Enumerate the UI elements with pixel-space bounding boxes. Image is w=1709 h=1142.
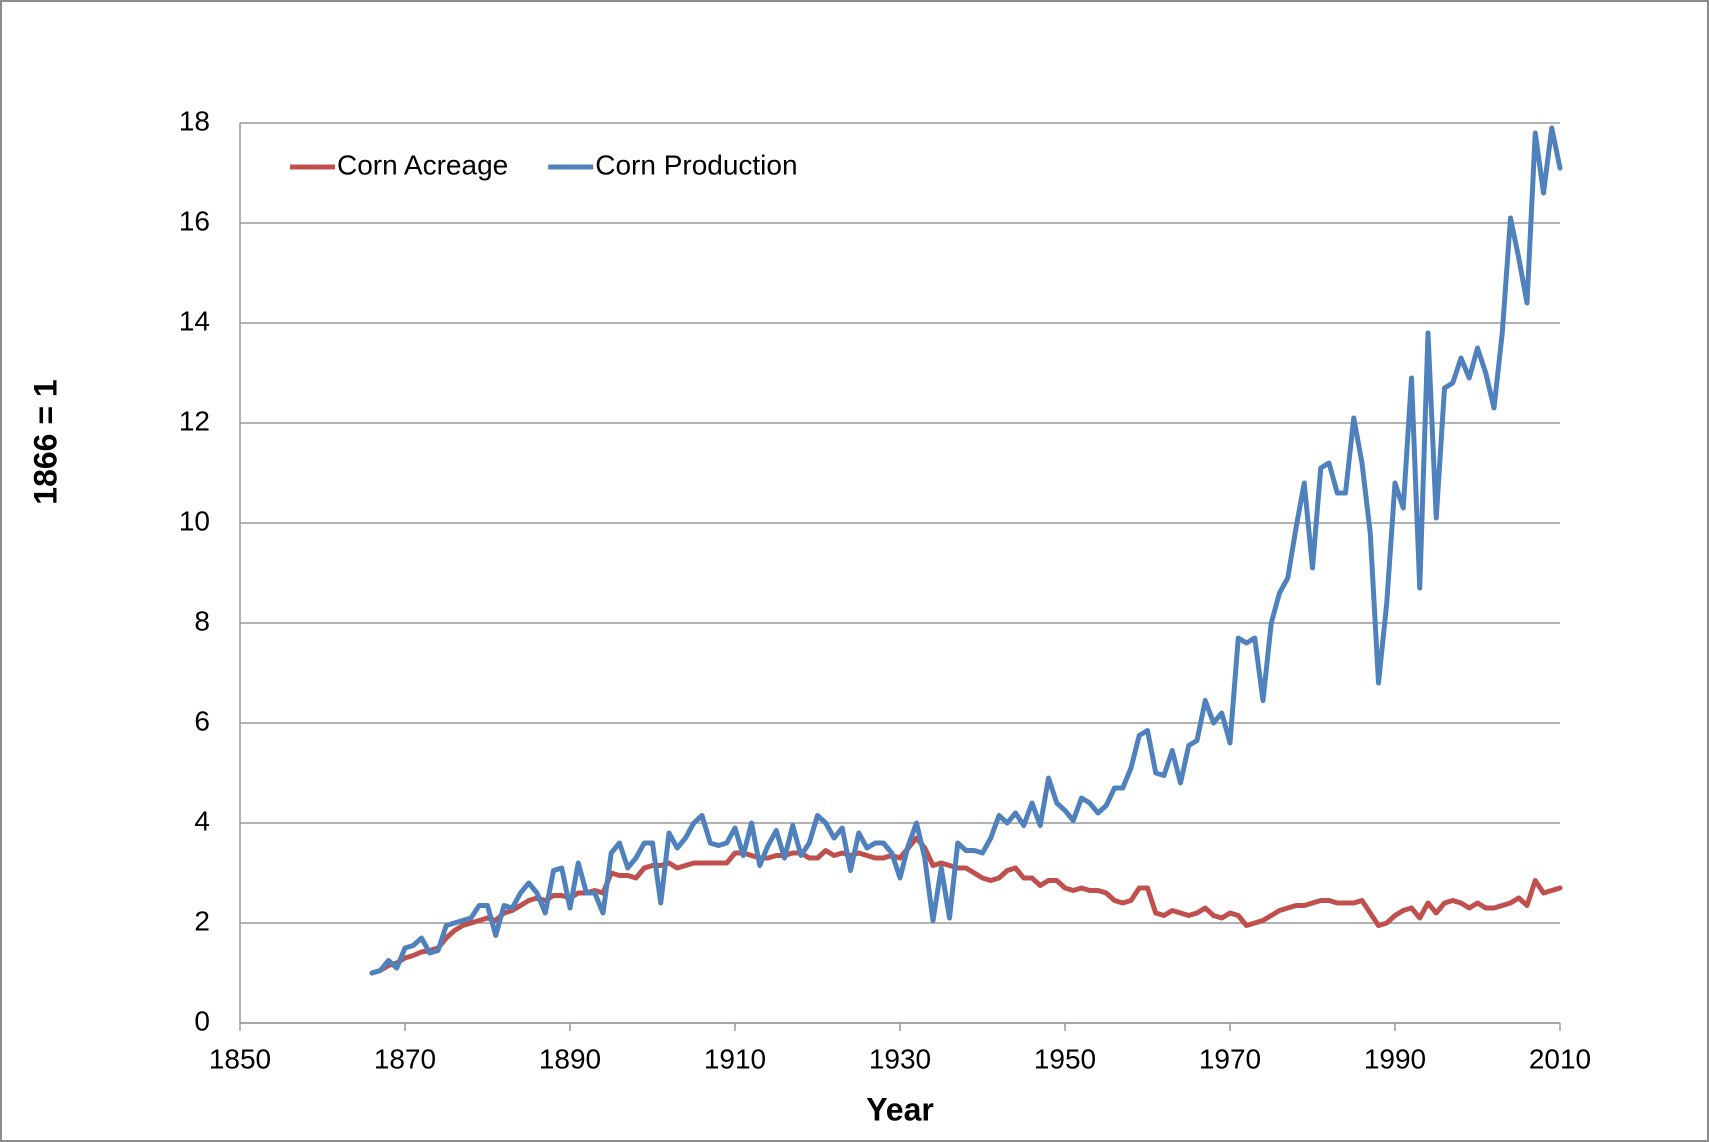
x-tick-label: 1910 (704, 1043, 766, 1074)
x-tick-label: 1970 (1199, 1043, 1261, 1074)
y-tick-label: 2 (194, 905, 210, 936)
x-tick-label: 1930 (869, 1043, 931, 1074)
x-tick-label: 1890 (539, 1043, 601, 1074)
x-tick-label: 1850 (209, 1043, 271, 1074)
y-tick-label: 14 (179, 305, 210, 336)
x-tick-label: 1990 (1364, 1043, 1426, 1074)
x-axis-label: Year (866, 1091, 934, 1127)
y-tick-label: 12 (179, 405, 210, 436)
y-axis-label: 1866 = 1 (27, 379, 63, 504)
series-line (369, 125, 1563, 976)
y-tick-label: 4 (194, 805, 210, 836)
y-tick-label: 8 (194, 605, 210, 636)
x-tick-label: 1950 (1034, 1043, 1096, 1074)
x-tick-label: 2010 (1529, 1043, 1591, 1074)
y-tick-label: 6 (194, 705, 210, 736)
y-tick-label: 16 (179, 205, 210, 236)
legend-label: Corn Production (595, 149, 797, 180)
legend-label: Corn Acreage (337, 149, 508, 180)
y-tick-label: 10 (179, 505, 210, 536)
y-tick-label: 18 (179, 105, 210, 136)
x-tick-label: 1870 (374, 1043, 436, 1074)
y-tick-label: 0 (194, 1005, 210, 1036)
